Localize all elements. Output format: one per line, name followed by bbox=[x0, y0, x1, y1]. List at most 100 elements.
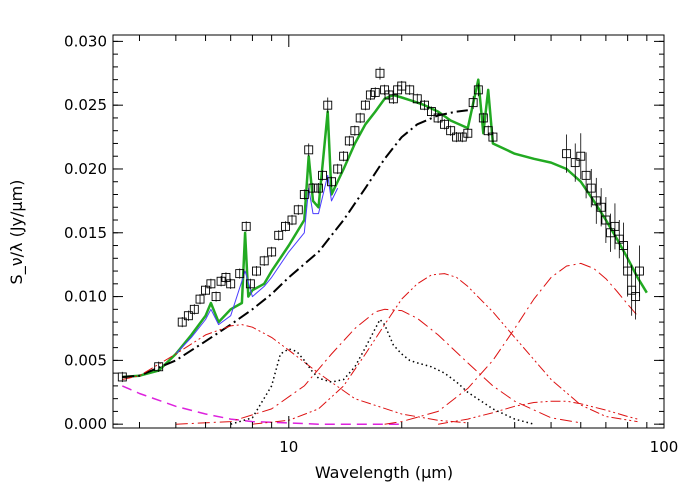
data-point bbox=[388, 93, 398, 104]
data-point bbox=[308, 183, 318, 194]
data-point bbox=[281, 221, 290, 232]
data-point bbox=[634, 245, 644, 297]
point-marker bbox=[468, 98, 478, 108]
y-axis-title: S_ν/λ (Jy/μm) bbox=[7, 180, 27, 285]
series-line-5 bbox=[175, 308, 581, 425]
point-marker bbox=[380, 85, 390, 95]
plot-frame bbox=[112, 34, 665, 429]
data-point bbox=[245, 278, 255, 289]
point-marker bbox=[350, 126, 360, 136]
data-point bbox=[314, 183, 323, 194]
data-point bbox=[183, 310, 193, 321]
point-marker bbox=[252, 266, 261, 276]
point-marker bbox=[323, 100, 333, 110]
point-marker bbox=[433, 113, 443, 123]
data-point bbox=[370, 87, 380, 98]
data-point bbox=[350, 125, 360, 136]
x-tick-label: 100 bbox=[650, 438, 679, 456]
point-marker bbox=[318, 170, 327, 180]
point-marker bbox=[201, 285, 211, 295]
data-point bbox=[446, 125, 456, 136]
series-line-2 bbox=[175, 174, 339, 355]
series-line-7 bbox=[384, 262, 638, 425]
point-marker bbox=[365, 90, 375, 100]
data-point bbox=[586, 168, 596, 208]
point-marker bbox=[259, 256, 269, 266]
data-point bbox=[327, 176, 336, 187]
series-line-9 bbox=[230, 318, 535, 425]
data-point bbox=[323, 97, 333, 113]
point-marker bbox=[267, 247, 277, 257]
series-line-1 bbox=[122, 109, 468, 378]
data-point bbox=[189, 304, 199, 315]
point-marker bbox=[299, 190, 309, 199]
data-point bbox=[211, 291, 221, 302]
point-marker bbox=[483, 126, 493, 136]
data-point bbox=[570, 143, 580, 182]
data-point bbox=[468, 96, 478, 110]
y-tick-label: 0.005 bbox=[64, 351, 107, 369]
point-marker bbox=[195, 294, 205, 304]
point-marker bbox=[206, 279, 216, 289]
point-marker bbox=[293, 205, 303, 215]
data-point bbox=[562, 134, 572, 173]
data-point bbox=[252, 265, 261, 277]
data-point bbox=[241, 221, 251, 232]
data-point bbox=[154, 361, 164, 372]
series-line-4 bbox=[122, 324, 468, 424]
y-tick-label: 0.000 bbox=[64, 415, 107, 433]
point-marker bbox=[327, 177, 336, 187]
point-marker bbox=[211, 292, 221, 302]
point-marker bbox=[281, 221, 290, 231]
tick-marks bbox=[113, 35, 665, 428]
point-marker bbox=[177, 317, 187, 327]
point-marker bbox=[287, 215, 297, 225]
series-line-3 bbox=[121, 385, 402, 425]
point-marker bbox=[562, 149, 572, 159]
series-line-6 bbox=[252, 273, 638, 425]
point-marker bbox=[304, 145, 314, 155]
point-marker bbox=[183, 311, 193, 321]
data-point bbox=[360, 100, 370, 111]
point-marker bbox=[388, 94, 398, 104]
data-point bbox=[478, 112, 488, 124]
point-marker bbox=[586, 183, 596, 193]
data-point bbox=[601, 197, 611, 243]
data-point bbox=[318, 170, 327, 181]
point-marker bbox=[606, 228, 615, 238]
data-point bbox=[259, 255, 269, 266]
point-marker bbox=[189, 304, 199, 314]
data-point bbox=[433, 112, 443, 124]
point-marker bbox=[570, 158, 580, 168]
point-marker bbox=[344, 136, 354, 146]
axes bbox=[112, 34, 665, 429]
point-marker bbox=[446, 126, 456, 136]
data-point bbox=[299, 189, 309, 200]
x-tick-label: 10 bbox=[279, 438, 298, 456]
tick-labels: 0.000 0.005 0.010 0.015 0.020 0.025 0.030 10 100 bbox=[64, 32, 678, 456]
point-marker bbox=[154, 362, 164, 372]
data-point bbox=[267, 246, 277, 258]
point-marker bbox=[412, 94, 422, 104]
data-point bbox=[483, 125, 493, 136]
model-curves bbox=[121, 78, 648, 425]
point-marker bbox=[488, 132, 498, 142]
point-marker bbox=[375, 68, 385, 78]
data-point bbox=[463, 128, 473, 139]
point-marker bbox=[576, 151, 586, 161]
y-tick-label: 0.030 bbox=[64, 32, 107, 50]
data-point bbox=[375, 66, 385, 80]
point-marker bbox=[274, 230, 284, 240]
data-point bbox=[488, 131, 498, 143]
data-point bbox=[304, 143, 314, 157]
data-point bbox=[452, 131, 462, 143]
point-marker bbox=[463, 128, 473, 138]
data-point bbox=[355, 112, 365, 124]
point-marker bbox=[473, 85, 483, 95]
data-point bbox=[117, 371, 127, 383]
point-marker bbox=[370, 87, 380, 97]
data-point bbox=[339, 151, 349, 162]
point-marker bbox=[427, 107, 436, 117]
point-marker bbox=[452, 132, 462, 142]
